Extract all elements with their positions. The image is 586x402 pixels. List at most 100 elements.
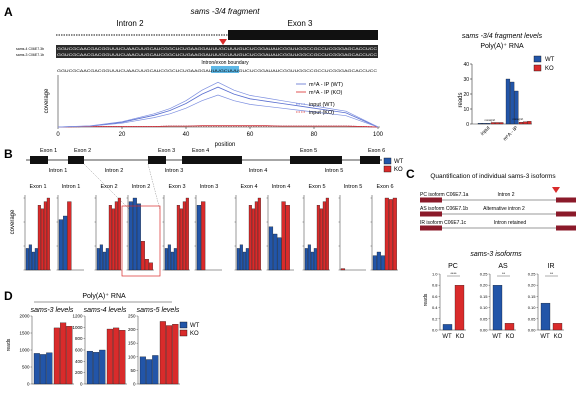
- c-xlabel-wt: WT: [492, 334, 502, 340]
- d-y-tick-label: 200: [128, 327, 136, 332]
- a-bar: [527, 121, 532, 125]
- c-y-tick-label: 0.15: [480, 294, 489, 299]
- c-signif-stars: **: [550, 271, 554, 276]
- b-panel-bar: [384, 197, 389, 271]
- c-y-tick-label: 0.15: [528, 294, 537, 299]
- c-y-tick-label: 0.8: [432, 283, 438, 288]
- d-bar: [60, 322, 67, 385]
- c-bar-wt: [540, 302, 551, 331]
- b-panel-title: Intron 4: [272, 184, 291, 190]
- legend-wt-label: WT: [545, 57, 555, 63]
- b-panel-bar: [67, 201, 72, 271]
- d-y-tick-label: 0: [133, 382, 136, 387]
- coverage-xlabel: position: [215, 142, 236, 148]
- d-bar: [113, 327, 120, 385]
- b-panel-bar: [201, 201, 206, 271]
- coverage-x-tick-label: 40: [183, 132, 190, 138]
- gene-exon-block: [360, 156, 380, 164]
- b-panel-bar: [248, 205, 252, 271]
- a-bar-category-label: input: [480, 125, 492, 137]
- gene-intron-label: Intron 5: [325, 168, 344, 174]
- gene-exon-block: [68, 156, 84, 164]
- b-legend-wt: WT: [394, 159, 404, 165]
- b-panel-bar: [322, 201, 326, 271]
- b-legend-swatch-ko: [383, 165, 392, 173]
- fragment-bar-subtitle: Poly(A)⁺ RNA: [480, 43, 524, 50]
- d-bar: [99, 349, 106, 385]
- gene-exon-label: Exon 6: [368, 148, 385, 154]
- alignment-seq-1: GGUCGCAACGACGGUUUCUAACUUGCAUCGGCUCUGAAGG…: [57, 46, 377, 51]
- fragment-title: sams -3/4 fragment: [191, 7, 261, 16]
- b-panel-bar: [117, 197, 121, 271]
- b-panel-title: Exon 6: [376, 184, 393, 190]
- c-bar-wt: [442, 324, 453, 331]
- c-xlabel-ko: KO: [506, 334, 515, 340]
- gene-exon-label: Exon 1: [40, 148, 57, 154]
- exon-block: [228, 30, 378, 40]
- b-panel-bar: [325, 197, 329, 271]
- legend-ip-wt: m⁶A - IP (WT): [309, 81, 343, 88]
- legend-swatch-wt: [533, 55, 542, 63]
- b-legend-ko: KO: [394, 167, 403, 173]
- b-panel-bar: [96, 248, 100, 271]
- d-y-tick-label: 2000: [19, 314, 30, 319]
- b-panel-title: Intron 3: [200, 184, 219, 190]
- boundary-label: Intron/exon boundary: [201, 60, 249, 66]
- b-panel-title: Exon 2: [100, 184, 117, 190]
- a-bar: [490, 122, 496, 125]
- b-panel-bar: [340, 268, 346, 271]
- d-legend-swatch-wt: [179, 321, 188, 329]
- gene-exon-block: [182, 156, 242, 164]
- c-y-tick-label: 0.20: [480, 283, 489, 288]
- b-panel-bar: [140, 241, 145, 271]
- d-bar: [172, 324, 179, 385]
- c-xlabel-wt: WT: [540, 334, 550, 340]
- a-bar-signif-label: nonsignif.: [485, 119, 496, 122]
- b-panel-title: Intron 1: [62, 184, 81, 190]
- consensus-sequence: GGUCGCAACGACGGUUUCUAACUUGCAUCGGCUCUGAAGG…: [57, 68, 377, 73]
- c-xlabel-ko: KO: [554, 334, 563, 340]
- coverage-replicate-line: [57, 81, 379, 128]
- b-panel-bar: [63, 215, 68, 271]
- b-panel-title: Intron 2: [132, 184, 151, 190]
- gene-intron-label: Intron 4: [249, 168, 268, 174]
- fragment-bar-title: sams -3/4 fragment levels: [462, 33, 543, 40]
- d-y-tick-label: 100: [128, 354, 136, 359]
- a-bar: [482, 123, 487, 125]
- gene-exon-block: [148, 156, 166, 164]
- d-y-tick-label: 800: [75, 336, 83, 341]
- c-y-tick-label: 0.10: [528, 305, 537, 310]
- d-y-tick-label: 0: [80, 382, 83, 387]
- c-y-tick-label: 0.6: [432, 294, 438, 299]
- c-group-title: PC: [448, 263, 458, 270]
- isoform-name: PC isoform C06E7.1a: [420, 192, 469, 198]
- b-panel-bar: [31, 251, 35, 271]
- b-panel-bar: [43, 201, 47, 271]
- b-panel-bar: [136, 203, 141, 271]
- b-panel-bar: [304, 248, 308, 271]
- gene-exon-label: Exon 5: [300, 148, 317, 154]
- coverage-series-line: [57, 125, 379, 128]
- c-y-tick-label: 0.25: [480, 272, 489, 277]
- panel-label-d: D: [4, 289, 13, 303]
- b-panel-bar: [372, 255, 377, 271]
- b-panel-bar: [99, 244, 103, 271]
- c-y-tick-label: 0.10: [480, 305, 489, 310]
- b-panel-bar: [128, 201, 133, 271]
- b-panel-bar: [58, 219, 64, 271]
- gene-intron-label: Intron 2: [105, 168, 124, 174]
- d-legend-swatch-ko: [179, 329, 188, 337]
- b-legend-swatch-wt: [383, 157, 392, 165]
- legend-input-wt: input (WT): [309, 102, 335, 108]
- a-bar: [510, 81, 515, 125]
- b-panel-bar: [28, 244, 32, 271]
- c-subtitle: sams-3 isoforms: [470, 251, 522, 258]
- coverage-x-tick-label: 20: [119, 132, 126, 138]
- a-bar-signif-label: nonsignif.: [513, 118, 524, 121]
- c-bar-ko: [552, 323, 563, 331]
- d-bar: [106, 328, 113, 385]
- coverage-x-tick-label: 100: [373, 132, 384, 138]
- b-panel-bar: [273, 233, 278, 271]
- d-y-tick-label: 50: [130, 368, 136, 373]
